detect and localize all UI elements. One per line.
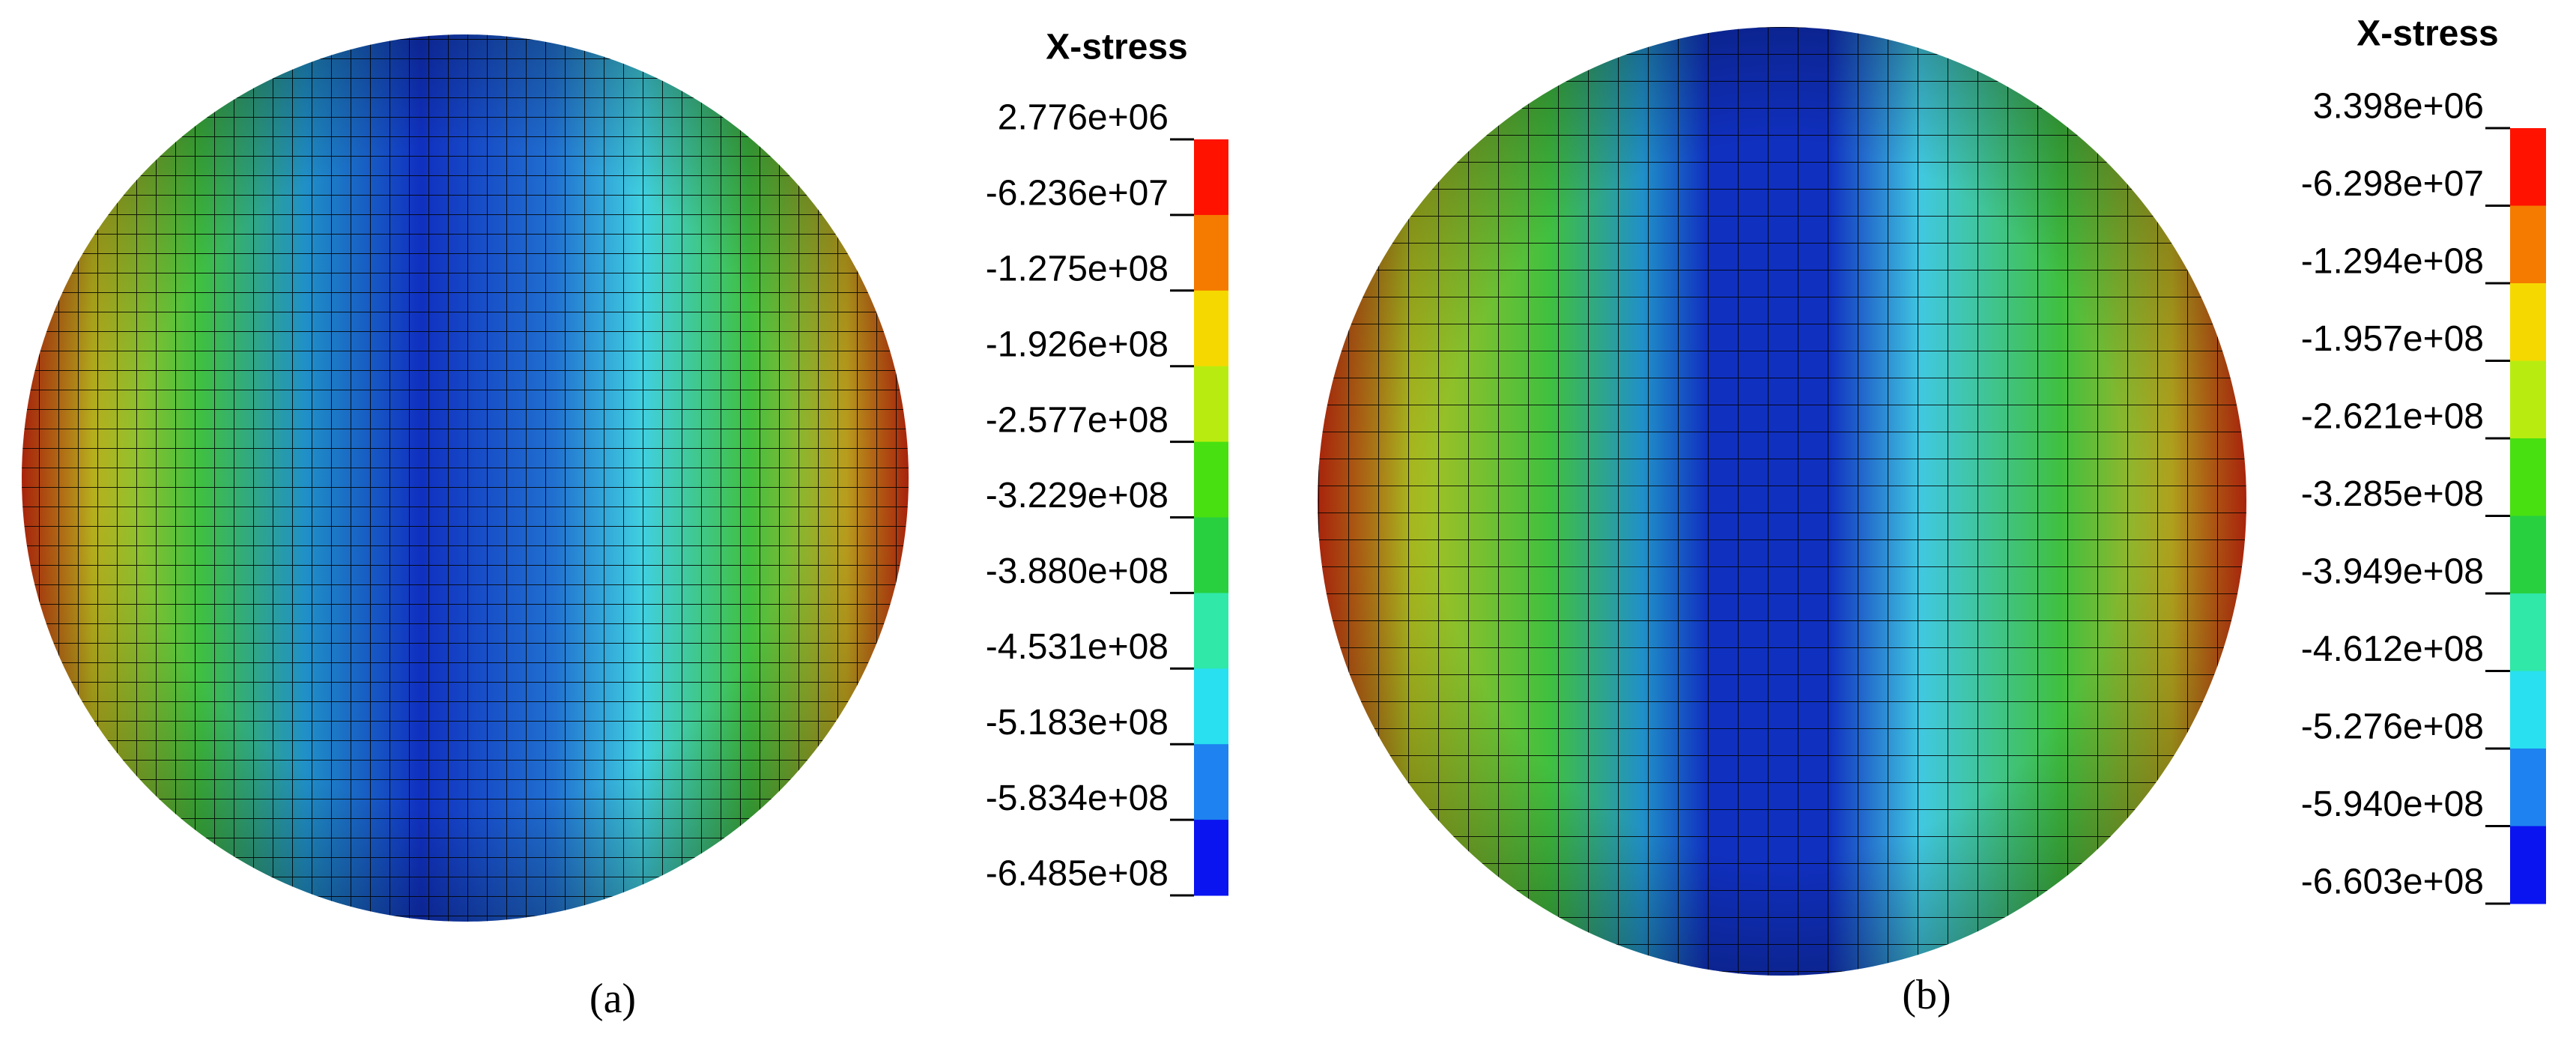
color-segment: [2510, 671, 2546, 749]
legend-label: -4.531e+08: [986, 627, 1169, 667]
legend-title: X-stress: [2357, 14, 2498, 54]
color-segment: [2510, 438, 2546, 516]
color-segment: [2510, 516, 2546, 594]
color-segment: [1194, 593, 1228, 669]
color-segment: [1194, 744, 1228, 820]
color-segment: [1194, 668, 1228, 745]
color-segment: [2510, 283, 2546, 361]
legend-label: 3.398e+06: [2313, 87, 2484, 127]
legend-label: -6.236e+07: [986, 174, 1169, 214]
color-segment: [2510, 826, 2546, 904]
legend-label: -5.183e+08: [986, 703, 1169, 743]
legend-label: -3.949e+08: [2301, 552, 2484, 592]
legend-label: -2.621e+08: [2301, 397, 2484, 437]
legend-label: -3.285e+08: [2301, 474, 2484, 514]
legend-label: -3.229e+08: [986, 476, 1169, 516]
color-segment: [1194, 366, 1228, 443]
sphere-b: [1318, 27, 2246, 976]
color-segment: [1194, 214, 1228, 291]
legend-label: -6.298e+07: [2301, 164, 2484, 204]
color-segment: [2510, 593, 2546, 671]
color-segment: [2510, 128, 2546, 206]
color-segment: [1194, 517, 1228, 593]
color-segment: [2510, 205, 2546, 284]
legend-label: -5.940e+08: [2301, 784, 2484, 824]
legend-label: 2.776e+06: [998, 98, 1169, 138]
color-segment: [1194, 441, 1228, 518]
legend-label: -6.603e+08: [2301, 862, 2484, 902]
legend-label: -6.485e+08: [986, 854, 1169, 894]
color-segment: [1194, 290, 1228, 367]
legend-label: -1.926e+08: [986, 324, 1169, 364]
caption: (b): [1902, 972, 1951, 1018]
legend-label: -5.276e+08: [2301, 707, 2484, 747]
legend-label: -3.880e+08: [986, 551, 1169, 591]
legend-label: -1.275e+08: [986, 249, 1169, 288]
legend-label: -1.957e+08: [2301, 319, 2484, 359]
legend-label: -5.834e+08: [986, 779, 1169, 818]
legend-label: -2.577e+08: [986, 400, 1169, 440]
sphere-a: [22, 34, 909, 922]
color-segment: [2510, 749, 2546, 826]
color-segment: [2510, 360, 2546, 439]
legend-label: -1.294e+08: [2301, 242, 2484, 282]
caption: (a): [590, 976, 636, 1022]
legend-label: -4.612e+08: [2301, 629, 2484, 669]
color-segment: [1194, 820, 1228, 896]
legend-title: X-stress: [1046, 28, 1187, 67]
color-segment: [1194, 139, 1228, 216]
